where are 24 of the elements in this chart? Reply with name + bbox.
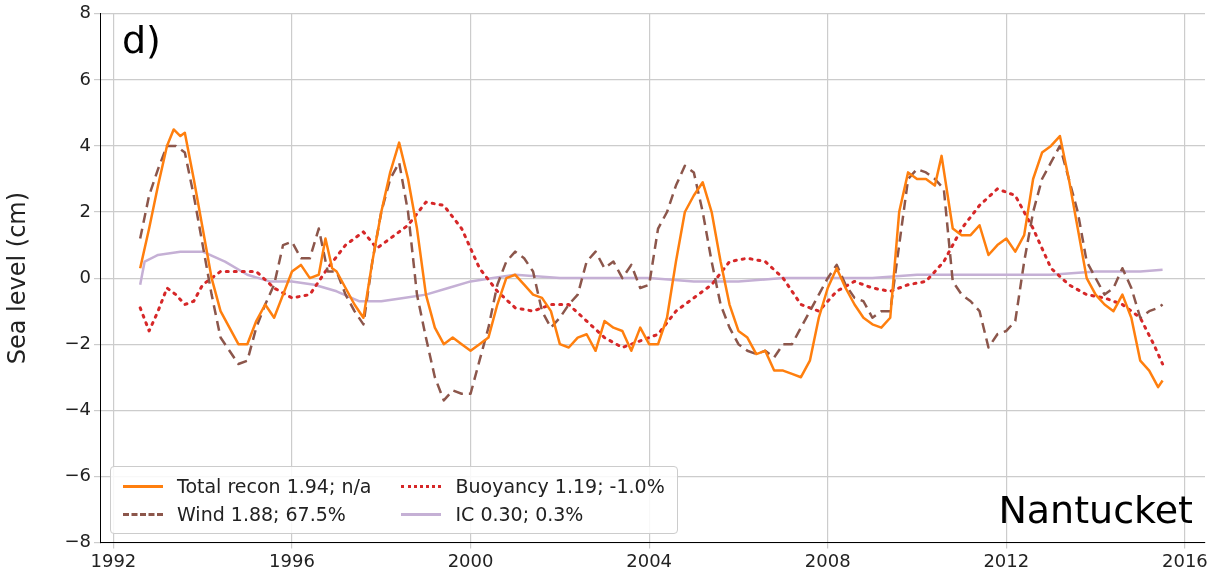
x-tick-label: 1992 — [90, 549, 137, 571]
legend-label: Wind 1.88; 67.5% — [177, 503, 346, 526]
y-tick-label: 8 — [79, 1, 91, 23]
y-tick-label: −2 — [64, 331, 91, 353]
y-tick-label: 2 — [79, 199, 91, 221]
x-tick-label: 2016 — [1162, 549, 1208, 571]
legend-label: IC 0.30; 0.3% — [455, 503, 584, 526]
line-series — [138, 187, 1165, 366]
annotation: d) — [122, 17, 161, 62]
x-tick-label: 2012 — [983, 549, 1030, 571]
x-tick-label: 2004 — [626, 549, 673, 571]
y-axis-title: Sea level (cm) — [2, 191, 31, 365]
annotation: Nantucket — [998, 488, 1193, 533]
legend-label: Total recon 1.94; n/a — [177, 475, 372, 498]
y-tick-label: −4 — [64, 397, 91, 419]
x-tick-label: 1996 — [269, 549, 315, 571]
x-tick-label: 2008 — [804, 549, 851, 571]
legend-label: Buoyancy 1.19; -1.0% — [455, 475, 665, 498]
y-tick-label: −8 — [64, 530, 91, 552]
y-tick-label: −6 — [64, 464, 91, 485]
y-tick-label: 6 — [79, 67, 91, 89]
y-tick-label: 4 — [79, 133, 91, 155]
y-tick-label: 0 — [79, 265, 91, 287]
x-tick-label: 2000 — [447, 549, 494, 571]
